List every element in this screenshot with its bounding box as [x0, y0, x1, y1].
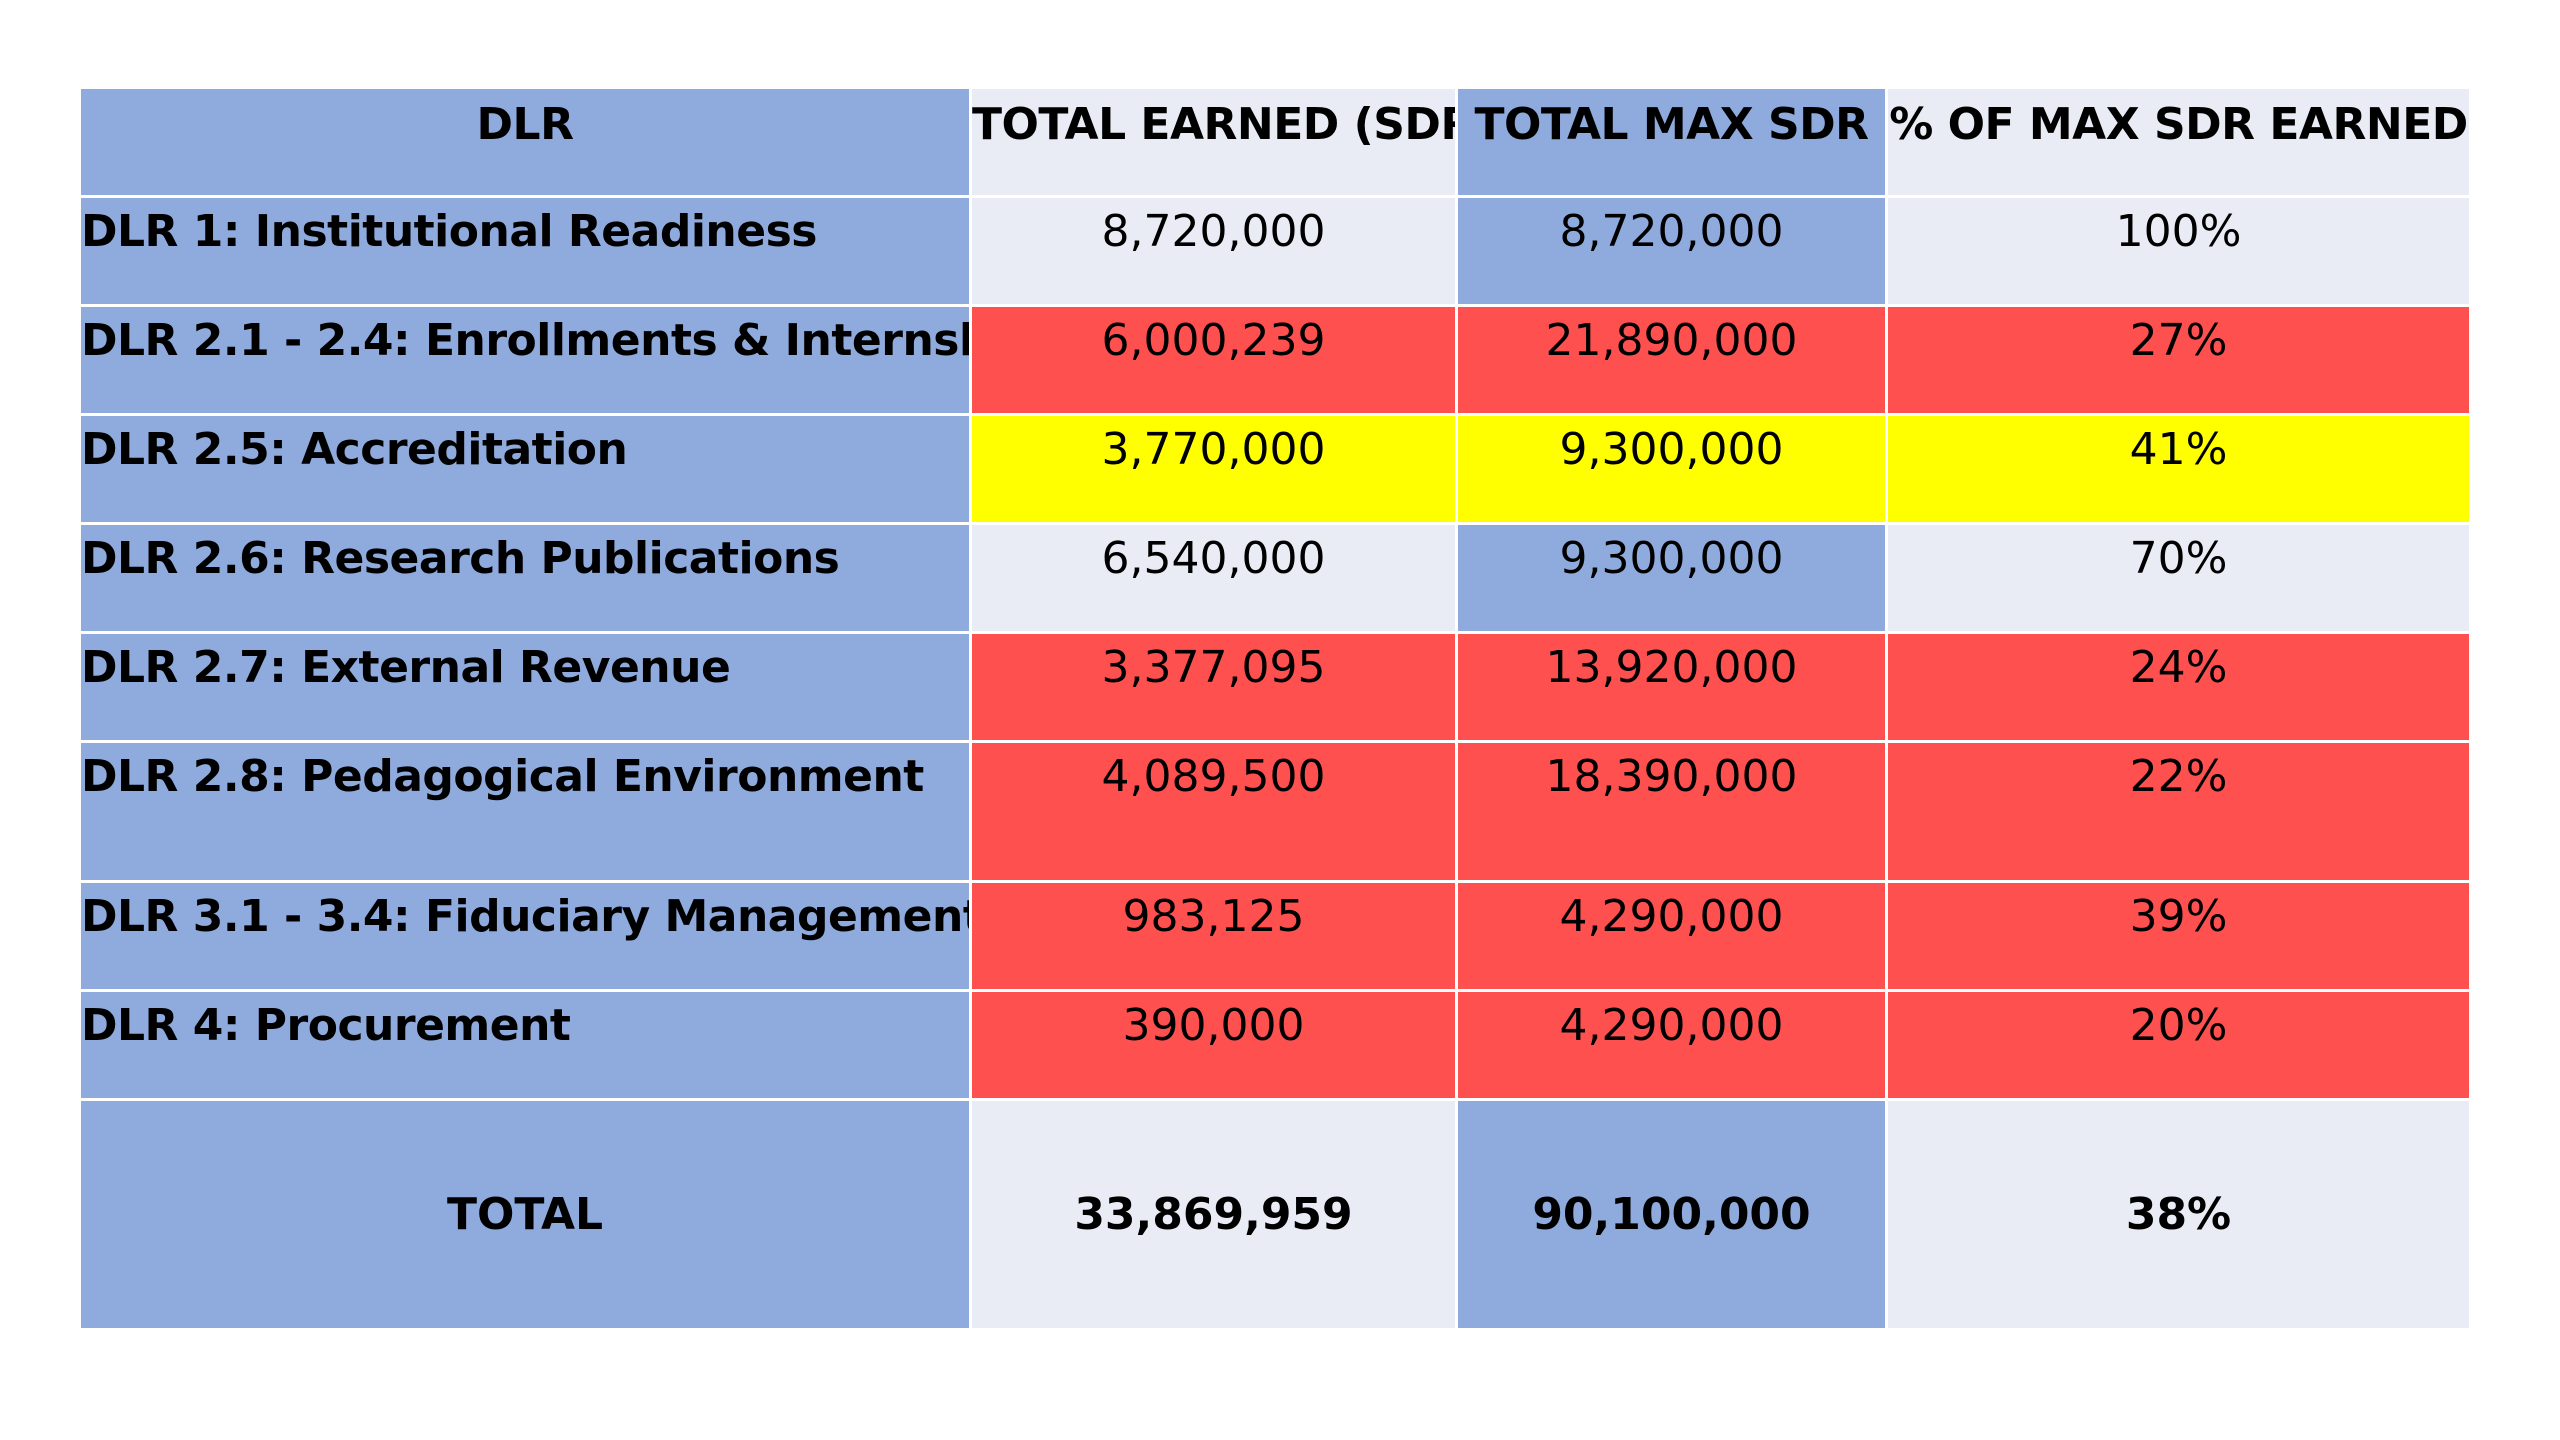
- total-pct-cell: 38%: [1885, 1098, 2472, 1331]
- earned-cell: 8,720,000: [969, 195, 1458, 307]
- dlr-label: DLR 2.7: External Revenue: [78, 631, 972, 743]
- total-max-cell: 90,100,000: [1455, 1098, 1888, 1331]
- earned-cell: 983,125: [969, 880, 1458, 992]
- earned-cell: 4,089,500: [969, 740, 1458, 883]
- pct-cell: 24%: [1885, 631, 2472, 743]
- max-cell: 9,300,000: [1455, 522, 1888, 634]
- dlr-label: DLR 3.1 - 3.4: Fiduciary Management: [78, 880, 972, 992]
- table-row: DLR 1: Institutional Readiness 8,720,000…: [78, 195, 2472, 307]
- earned-cell: 6,000,239: [969, 304, 1458, 416]
- earned-cell: 3,377,095: [969, 631, 1458, 743]
- dlr-label: DLR 2.1 - 2.4: Enrollments & Internships: [78, 304, 972, 416]
- total-label: TOTAL: [78, 1098, 972, 1331]
- table-row: DLR 2.5: Accreditation 3,770,000 9,300,0…: [78, 413, 2472, 525]
- header-pct-earned: % OF MAX SDR EARNED: [1885, 86, 2472, 198]
- max-cell: 18,390,000: [1455, 740, 1888, 883]
- total-earned-cell: 33,869,959: [969, 1098, 1458, 1331]
- max-cell: 4,290,000: [1455, 989, 1888, 1101]
- pct-cell: 20%: [1885, 989, 2472, 1101]
- max-cell: 13,920,000: [1455, 631, 1888, 743]
- header-total-earned: TOTAL EARNED (SDR): [969, 86, 1458, 198]
- header-dlr: DLR: [78, 86, 972, 198]
- dlr-label: DLR 1: Institutional Readiness: [78, 195, 972, 307]
- earned-cell: 3,770,000: [969, 413, 1458, 525]
- dlr-earnings-table: DLR TOTAL EARNED (SDR) TOTAL MAX SDR % O…: [78, 86, 2472, 1331]
- max-cell: 21,890,000: [1455, 304, 1888, 416]
- pct-cell: 41%: [1885, 413, 2472, 525]
- earned-cell: 6,540,000: [969, 522, 1458, 634]
- dlr-label: DLR 2.8: Pedagogical Environment: [78, 740, 972, 883]
- header-row: DLR TOTAL EARNED (SDR) TOTAL MAX SDR % O…: [78, 86, 2472, 198]
- table-row: DLR 3.1 - 3.4: Fiduciary Management 983,…: [78, 880, 2472, 992]
- max-cell: 9,300,000: [1455, 413, 1888, 525]
- pct-cell: 22%: [1885, 740, 2472, 883]
- table-row: DLR 2.8: Pedagogical Environment 4,089,5…: [78, 740, 2472, 883]
- pct-cell: 39%: [1885, 880, 2472, 992]
- total-row: TOTAL 33,869,959 90,100,000 38%: [78, 1098, 2472, 1331]
- dlr-label: DLR 4: Procurement: [78, 989, 972, 1101]
- table-row: DLR 4: Procurement 390,000 4,290,000 20%: [78, 989, 2472, 1101]
- max-cell: 8,720,000: [1455, 195, 1888, 307]
- table-row: DLR 2.1 - 2.4: Enrollments & Internships…: [78, 304, 2472, 416]
- pct-cell: 100%: [1885, 195, 2472, 307]
- earned-cell: 390,000: [969, 989, 1458, 1101]
- pct-cell: 27%: [1885, 304, 2472, 416]
- dlr-label: DLR 2.6: Research Publications: [78, 522, 972, 634]
- pct-cell: 70%: [1885, 522, 2472, 634]
- table-row: DLR 2.6: Research Publications 6,540,000…: [78, 522, 2472, 634]
- header-total-max: TOTAL MAX SDR: [1455, 86, 1888, 198]
- dlr-label: DLR 2.5: Accreditation: [78, 413, 972, 525]
- max-cell: 4,290,000: [1455, 880, 1888, 992]
- table-row: DLR 2.7: External Revenue 3,377,095 13,9…: [78, 631, 2472, 743]
